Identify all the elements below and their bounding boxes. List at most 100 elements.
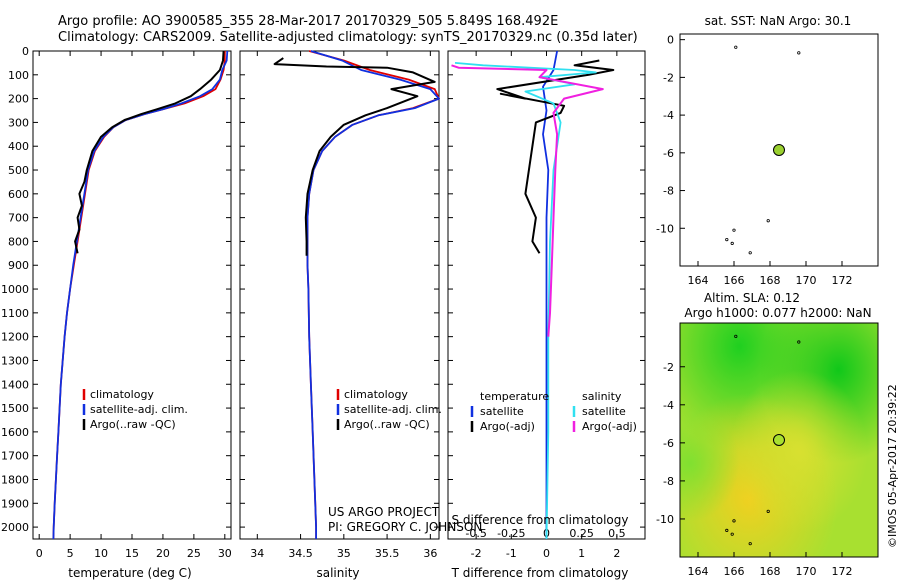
sla-title-1: Altim. SLA: 0.12 — [704, 291, 800, 305]
sst-map-xtick-label: 164 — [688, 274, 709, 287]
sst-map-frame — [679, 33, 879, 267]
depth-tick-label: 1700 — [1, 450, 29, 463]
header-line-1: Argo profile: AO 3900585_355 28-Mar-2017… — [58, 14, 559, 29]
diff-legend-label: Argo(-adj) — [582, 420, 637, 433]
sst-map-island — [734, 45, 738, 49]
salinity-xtick-label: 36 — [423, 547, 437, 560]
temperature-xtick-label: 25 — [187, 547, 201, 560]
sst-map-xtick-label: 172 — [832, 274, 853, 287]
sla-title-2: Argo h1000: 0.077 h2000: NaN — [684, 306, 871, 320]
difference-series-s-satellite — [454, 62, 597, 540]
depth-tick-label: 1500 — [1, 402, 29, 415]
difference-xtick-label: -1 — [506, 547, 517, 560]
sst-map-island — [748, 251, 752, 255]
diff-legend-label: satellite — [480, 405, 524, 418]
depth-tick-label: 900 — [8, 259, 29, 272]
salinity-series-climatology — [306, 50, 440, 539]
depth-tick-label: 400 — [8, 140, 29, 153]
sla-map-island — [734, 334, 738, 338]
sla-map-ytick-label: -6 — [663, 437, 674, 450]
sst-map-island — [797, 51, 801, 55]
sst-map-ytick-label: -2 — [663, 71, 674, 84]
project-line-1: US ARGO PROJECT — [328, 505, 440, 519]
difference-xtick-label: 0 — [543, 547, 550, 560]
salinity-xtick-label: 35 — [337, 547, 351, 560]
depth-tick-label: 1900 — [1, 497, 29, 510]
depth-tick-label: 1200 — [1, 331, 29, 344]
sst-map-ytick-label: -8 — [663, 185, 674, 198]
depth-tick-label: 200 — [8, 93, 29, 106]
sst-map-xtick-label: 168 — [760, 274, 781, 287]
salinity-axes-frame — [239, 50, 440, 540]
sla-map-frame — [679, 322, 879, 558]
sla-map-island — [725, 528, 729, 532]
depth-tick-label: 300 — [8, 116, 29, 129]
sla-map-xtick-label: 170 — [796, 565, 817, 578]
salinity-xtick-label: 34 — [250, 547, 264, 560]
sst-map-ytick-label: -4 — [663, 109, 674, 122]
depth-tick-label: 700 — [8, 212, 29, 225]
depth-tick-label: 2000 — [1, 521, 29, 534]
sla-map-ytick-label: -8 — [663, 475, 674, 488]
depth-tick-label: 1000 — [1, 283, 29, 296]
temperature-xtick-label: 15 — [125, 547, 139, 560]
temperature-xtick-label: 30 — [218, 547, 232, 560]
depth-tick-label: 800 — [8, 235, 29, 248]
sla-map-xtick-label: 168 — [760, 565, 781, 578]
salinity-series-argo-raw-qc- — [273, 57, 436, 256]
t-difference-xlabel: T difference from climatology — [451, 566, 629, 580]
salinity-legend-label: Argo(..raw -QC) — [344, 418, 430, 431]
diff-legend-temperature-title: temperature — [480, 390, 549, 403]
salinity-xtick-label: 34.5 — [288, 547, 313, 560]
temperature-xtick-label: 10 — [94, 547, 108, 560]
temperature-legend-label: satellite-adj. clim. — [90, 403, 188, 416]
temperature-xtick-label: 5 — [67, 547, 74, 560]
sla-map-island — [766, 509, 770, 513]
salinity-diff-tick-label: -0.5 — [465, 527, 486, 540]
depth-tick-label: 500 — [8, 164, 29, 177]
depth-tick-label: 1300 — [1, 354, 29, 367]
sla-map-ytick-label: -10 — [656, 513, 674, 526]
temperature-xtick-label: 20 — [156, 547, 170, 560]
salinity-diff-tick-label: 0.25 — [569, 527, 594, 540]
sst-map-ytick-label: 0 — [667, 34, 674, 47]
sst-map-ytick-label: -10 — [656, 222, 674, 235]
salinity-xlabel: salinity — [316, 566, 359, 580]
sla-map-argo-location — [773, 434, 785, 446]
sst-map-ytick-label: -6 — [663, 147, 674, 160]
temperature-series-argo-raw-qc- — [74, 50, 225, 254]
salinity-legend-label: satellite-adj. clim. — [344, 403, 442, 416]
project-line-2: PI: GREGORY C. JOHNSON — [328, 520, 482, 534]
difference-xtick-label: 1 — [578, 547, 585, 560]
salinity-legend-label: climatology — [344, 388, 408, 401]
sla-map-island — [748, 542, 752, 546]
diff-legend-label: satellite — [582, 405, 626, 418]
diff-legend-label: Argo(-adj) — [480, 420, 535, 433]
sst-map-island — [732, 228, 736, 232]
difference-series-s-argo-adj- — [451, 64, 604, 337]
depth-tick-label: 1100 — [1, 307, 29, 320]
sst-map-island — [725, 237, 729, 242]
salinity-diff-tick-label: -0.25 — [497, 527, 525, 540]
sla-map-ytick-label: -4 — [663, 399, 674, 412]
sla-map-island — [732, 519, 736, 523]
sla-map-xtick-label: 164 — [688, 565, 709, 578]
sla-map-xtick-label: 166 — [724, 565, 745, 578]
difference-xtick-label: -2 — [471, 547, 482, 560]
sst-map-xtick-label: 170 — [796, 274, 817, 287]
temperature-legend-label: climatology — [90, 388, 154, 401]
sst-map-title: sat. SST: NaN Argo: 30.1 — [705, 14, 852, 28]
difference-xtick-label: 2 — [613, 547, 620, 560]
sst-map-xtick-label: 166 — [724, 274, 745, 287]
sst-map-argo-location — [773, 144, 785, 156]
salinity-series-satellite-adj-clim- — [306, 50, 440, 539]
s-difference-xlabel: S difference from climatology — [452, 513, 629, 527]
sst-map-island — [730, 241, 734, 245]
temperature-series-satellite-adj-clim- — [52, 50, 229, 540]
temperature-series-climatology — [52, 51, 226, 540]
difference-series-t-argo-adj- — [496, 59, 615, 254]
sla-map-xtick-label: 172 — [832, 565, 853, 578]
temperature-axes-frame — [32, 50, 232, 540]
sst-map-island — [766, 219, 770, 223]
